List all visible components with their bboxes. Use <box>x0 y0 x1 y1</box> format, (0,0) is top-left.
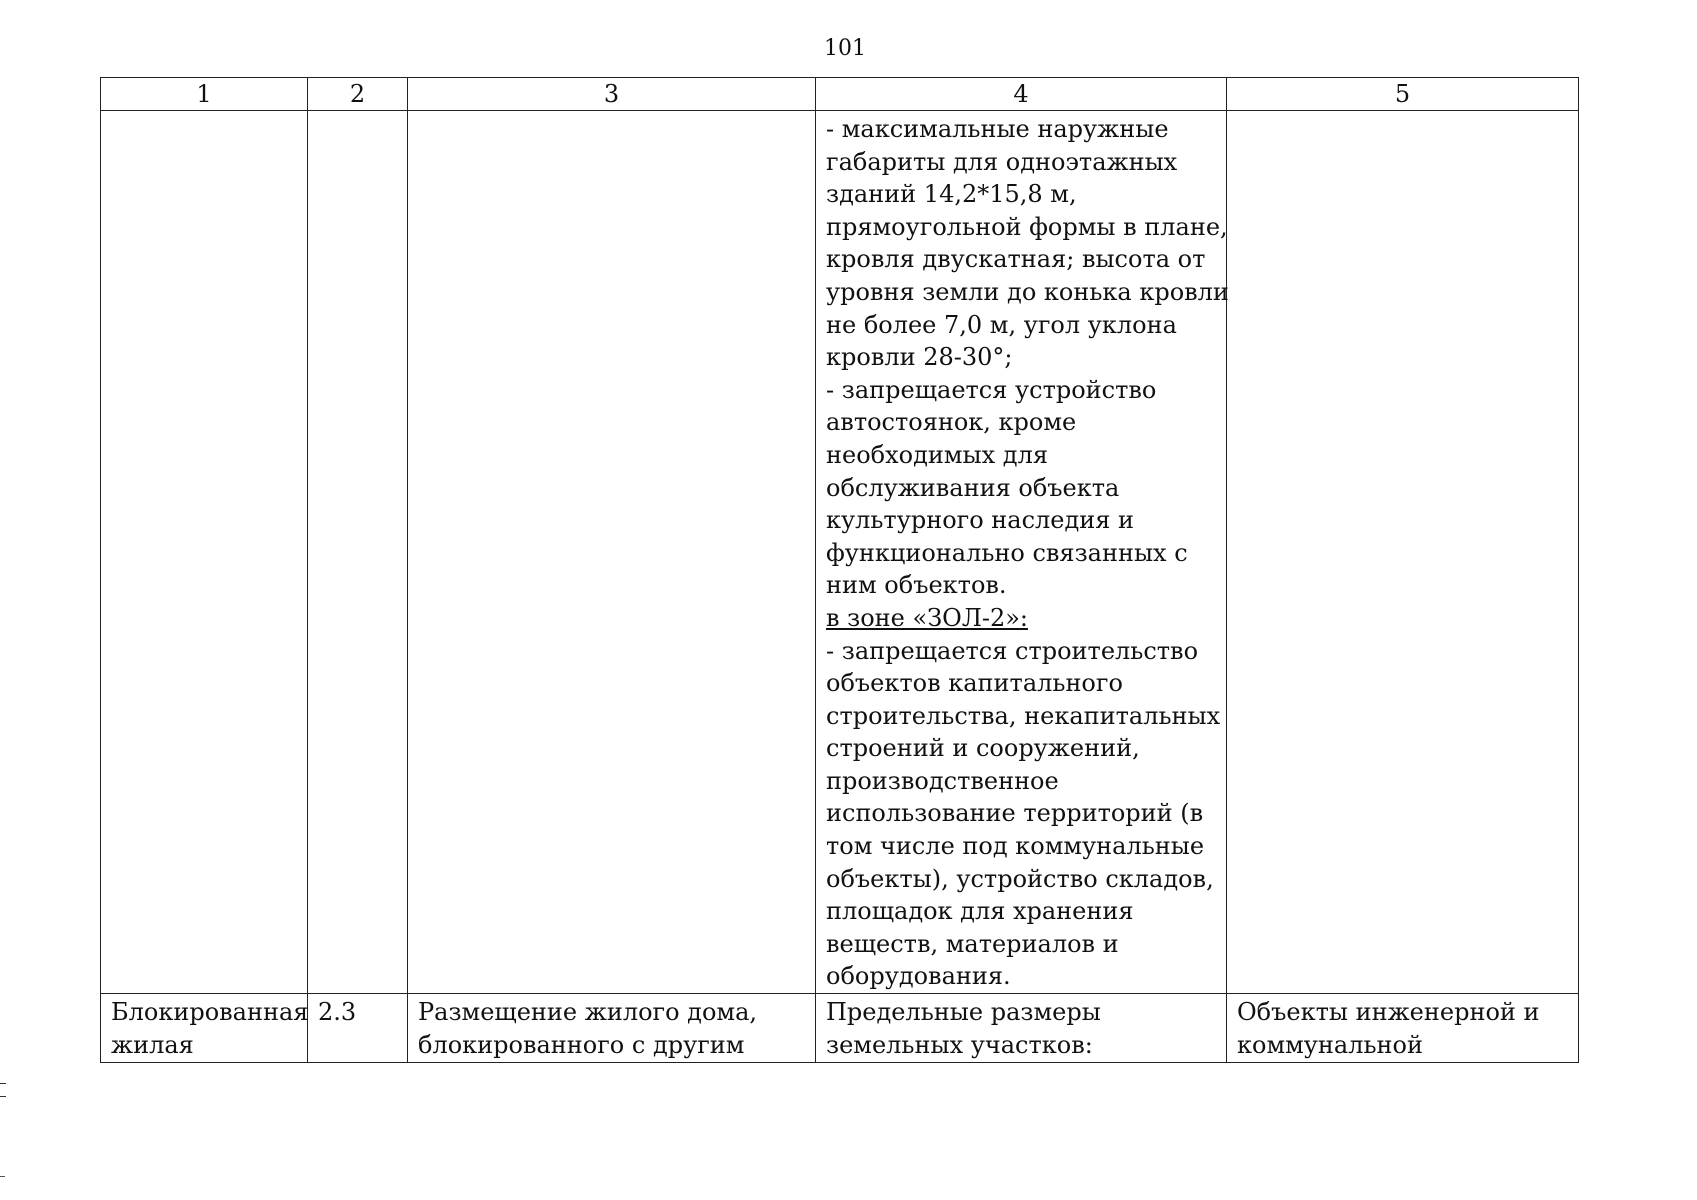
cell-empty <box>100 109 308 995</box>
cell-empty <box>407 109 816 995</box>
text-line: ним объектов. <box>826 571 1007 600</box>
text-line: кровли 28-30°; <box>826 343 1013 372</box>
header-col-5: 5 <box>1226 77 1579 111</box>
text-line: кровля двускатная; высота от <box>826 245 1206 274</box>
scan-mark <box>0 1083 6 1097</box>
text-line: строений и сооружений, <box>826 734 1140 763</box>
text-line: габариты для одноэтажных <box>826 147 1178 176</box>
cell-empty <box>307 109 408 995</box>
text-line: Размещение жилого дома, <box>418 998 758 1027</box>
text-line: площадок для хранения <box>826 897 1134 926</box>
text-line: строительства, некапитальных <box>826 701 1221 730</box>
text-line: использование территорий (в <box>826 799 1204 828</box>
text-line: автостоянок, кроме <box>826 408 1077 437</box>
text-line: объектов капитального <box>826 669 1123 698</box>
text-line: том числе под коммунальные <box>826 832 1205 861</box>
text-line: Объекты инженерной и <box>1237 998 1540 1027</box>
page-number: 101 <box>824 36 866 61</box>
text-line: необходимых для <box>826 440 1048 469</box>
cell-use-type: Блокированная жилая <box>100 993 309 1064</box>
text-line: Блокированная <box>111 998 309 1027</box>
text-line: жилая <box>111 1030 194 1059</box>
text-line: культурного наследия и <box>826 506 1135 535</box>
header-col-2: 2 <box>307 77 408 111</box>
cell-empty <box>1226 109 1579 995</box>
text-line: объекты), устройство складов, <box>826 864 1214 893</box>
cell-code: 2.3 <box>307 993 408 1064</box>
regulations-table: 1 2 3 4 5 - максимальные наружные габарит… <box>100 77 1579 1064</box>
scan-mark <box>0 1176 5 1177</box>
text-line: блокированного с другим <box>418 1030 745 1059</box>
text-line: уровня земли до конька кровли <box>826 277 1229 306</box>
header-row: 1 2 3 4 5 <box>100 77 1579 111</box>
text-line: Предельные размеры <box>826 998 1101 1027</box>
text-line: коммунальной <box>1237 1030 1423 1059</box>
text-line: - запрещается строительство <box>826 636 1199 665</box>
text-line: - запрещается устройство <box>826 375 1157 404</box>
restrictions-text: - максимальные наружные габариты для одно… <box>826 113 1229 602</box>
text-line: прямоугольной формы в плане, <box>826 212 1228 241</box>
cell-description: Размещение жилого дома, блокированного с … <box>407 993 816 1064</box>
text-line: земельных участков: <box>826 1030 1093 1059</box>
zone-heading: в зоне «ЗОЛ-2»: <box>826 603 1028 632</box>
text-line: функционально связанных с <box>826 538 1188 567</box>
text-line: не более 7,0 м, угол уклона <box>826 310 1177 339</box>
cell-parameters: Предельные размеры земельных участков: <box>815 993 1227 1064</box>
text-line: производственное <box>826 766 1059 795</box>
cell-auxiliary: Объекты инженерной и коммунальной <box>1226 993 1579 1064</box>
text-line: оборудования. <box>826 962 1011 991</box>
table-row-continued: - максимальные наружные габариты для одно… <box>100 109 1579 995</box>
cell-restrictions: - максимальные наружные габариты для одно… <box>815 109 1229 995</box>
header-col-4: 4 <box>815 77 1227 111</box>
text-line: веществ, материалов и <box>826 929 1119 958</box>
header-col-1: 1 <box>100 77 308 111</box>
text-line: - максимальные наружные <box>826 115 1169 143</box>
table-row: Блокированная жилая 2.3 Размещение жилого… <box>100 993 1579 1064</box>
header-col-3: 3 <box>407 77 816 111</box>
zone-restrictions-text: - запрещается строительство объектов капи… <box>826 635 1221 994</box>
text-line: зданий 14,2*15,8 м, <box>826 180 1077 209</box>
text-line: обслуживания объекта <box>826 473 1120 502</box>
